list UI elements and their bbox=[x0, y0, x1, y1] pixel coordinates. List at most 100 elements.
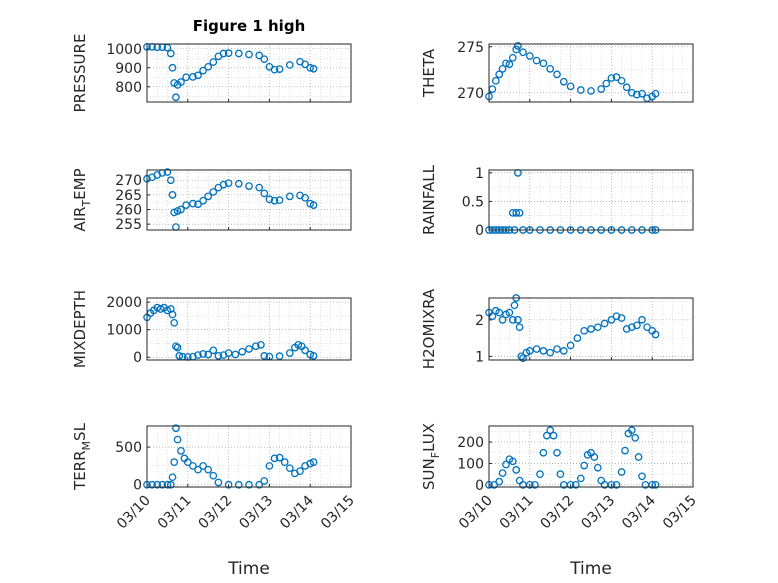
y-axis-label: AIRTEMP bbox=[71, 168, 93, 231]
data-point bbox=[622, 325, 631, 333]
data-point bbox=[260, 55, 269, 64]
data-point bbox=[182, 201, 190, 209]
x-tick-label: 03/10 bbox=[456, 493, 496, 533]
data-point bbox=[498, 65, 507, 73]
data-point bbox=[519, 354, 527, 363]
data-point bbox=[539, 59, 548, 68]
data-point bbox=[600, 319, 609, 328]
x-tick-label: 03/11 bbox=[497, 493, 537, 533]
data-point bbox=[168, 191, 177, 199]
data-point bbox=[175, 352, 184, 360]
data-point bbox=[172, 342, 180, 351]
data-point bbox=[260, 189, 269, 198]
data-point bbox=[515, 209, 524, 217]
data-point bbox=[194, 71, 202, 80]
data-point bbox=[590, 453, 599, 461]
data-point bbox=[257, 340, 265, 349]
y-tick-label: 265 bbox=[115, 188, 142, 204]
data-point bbox=[166, 480, 175, 489]
data-point bbox=[163, 480, 172, 489]
axes-box bbox=[488, 425, 694, 488]
x-axis-label: Time bbox=[227, 559, 270, 579]
data-point bbox=[643, 323, 651, 332]
data-point bbox=[597, 85, 606, 93]
y-tick-label: 800 bbox=[115, 80, 142, 96]
data-point bbox=[238, 347, 247, 356]
data-point bbox=[495, 70, 504, 79]
axes-box bbox=[488, 43, 694, 103]
x-tick-label: 03/13 bbox=[578, 493, 618, 533]
data-point bbox=[245, 345, 253, 353]
data-point bbox=[275, 65, 284, 73]
data-point bbox=[602, 79, 611, 88]
data-point bbox=[612, 312, 621, 321]
data-point bbox=[168, 310, 177, 319]
y-tick-label: 0 bbox=[475, 478, 484, 494]
data-point bbox=[209, 346, 218, 355]
y-tick-label: 0.5 bbox=[462, 194, 484, 210]
data-point bbox=[495, 308, 504, 317]
data-point bbox=[255, 51, 264, 60]
data-point bbox=[546, 65, 555, 73]
data-point bbox=[224, 480, 233, 489]
data-point bbox=[546, 426, 555, 435]
data-point bbox=[525, 347, 534, 355]
data-point bbox=[285, 464, 294, 473]
axes-box bbox=[146, 425, 352, 488]
data-point bbox=[194, 465, 202, 474]
data-point bbox=[621, 446, 629, 455]
data-point bbox=[260, 477, 269, 485]
x-tick-label: 03/15 bbox=[660, 493, 700, 533]
data-point bbox=[539, 448, 548, 457]
data-point bbox=[508, 457, 517, 466]
data-point bbox=[255, 480, 264, 489]
data-point bbox=[491, 76, 500, 85]
y-tick-label: 1000 bbox=[106, 323, 142, 339]
data-point bbox=[158, 480, 167, 489]
data-point bbox=[204, 465, 213, 474]
data-point bbox=[255, 183, 264, 192]
data-point bbox=[559, 77, 568, 86]
y-axis-label: RAINFALL bbox=[420, 164, 438, 235]
data-point bbox=[573, 334, 582, 342]
data-point bbox=[525, 481, 534, 489]
data-point bbox=[519, 48, 527, 57]
data-point bbox=[214, 352, 223, 360]
x-tick-label: 03/15 bbox=[318, 493, 358, 533]
data-point bbox=[172, 93, 180, 102]
data-point bbox=[638, 89, 646, 98]
data-point bbox=[627, 323, 636, 332]
data-point bbox=[234, 179, 243, 188]
data-point bbox=[580, 461, 589, 470]
data-point bbox=[633, 90, 641, 99]
axes-box bbox=[488, 297, 694, 361]
data-point bbox=[168, 473, 177, 482]
data-point bbox=[495, 477, 504, 486]
data-point bbox=[275, 453, 284, 462]
data-point bbox=[508, 53, 517, 62]
data-point bbox=[177, 205, 185, 214]
x-tick-label: 03/14 bbox=[277, 492, 317, 532]
data-point bbox=[148, 480, 156, 489]
data-point bbox=[617, 76, 626, 85]
data-point bbox=[296, 467, 304, 476]
data-point bbox=[566, 341, 575, 350]
y-tick-label: 270 bbox=[457, 86, 484, 102]
data-point bbox=[285, 61, 294, 69]
data-point bbox=[183, 458, 192, 466]
data-point bbox=[612, 481, 621, 489]
data-point bbox=[559, 347, 568, 355]
data-point bbox=[173, 343, 182, 352]
data-point bbox=[301, 193, 309, 202]
data-point bbox=[617, 468, 626, 476]
data-point bbox=[209, 471, 218, 480]
data-point bbox=[194, 200, 202, 209]
data-point bbox=[285, 349, 294, 357]
data-point bbox=[309, 201, 318, 209]
data-point bbox=[173, 435, 182, 444]
data-point bbox=[634, 453, 643, 461]
y-tick-label: 200 bbox=[457, 435, 484, 451]
data-point bbox=[251, 342, 260, 351]
x-tick-label: 03/11 bbox=[155, 493, 195, 533]
